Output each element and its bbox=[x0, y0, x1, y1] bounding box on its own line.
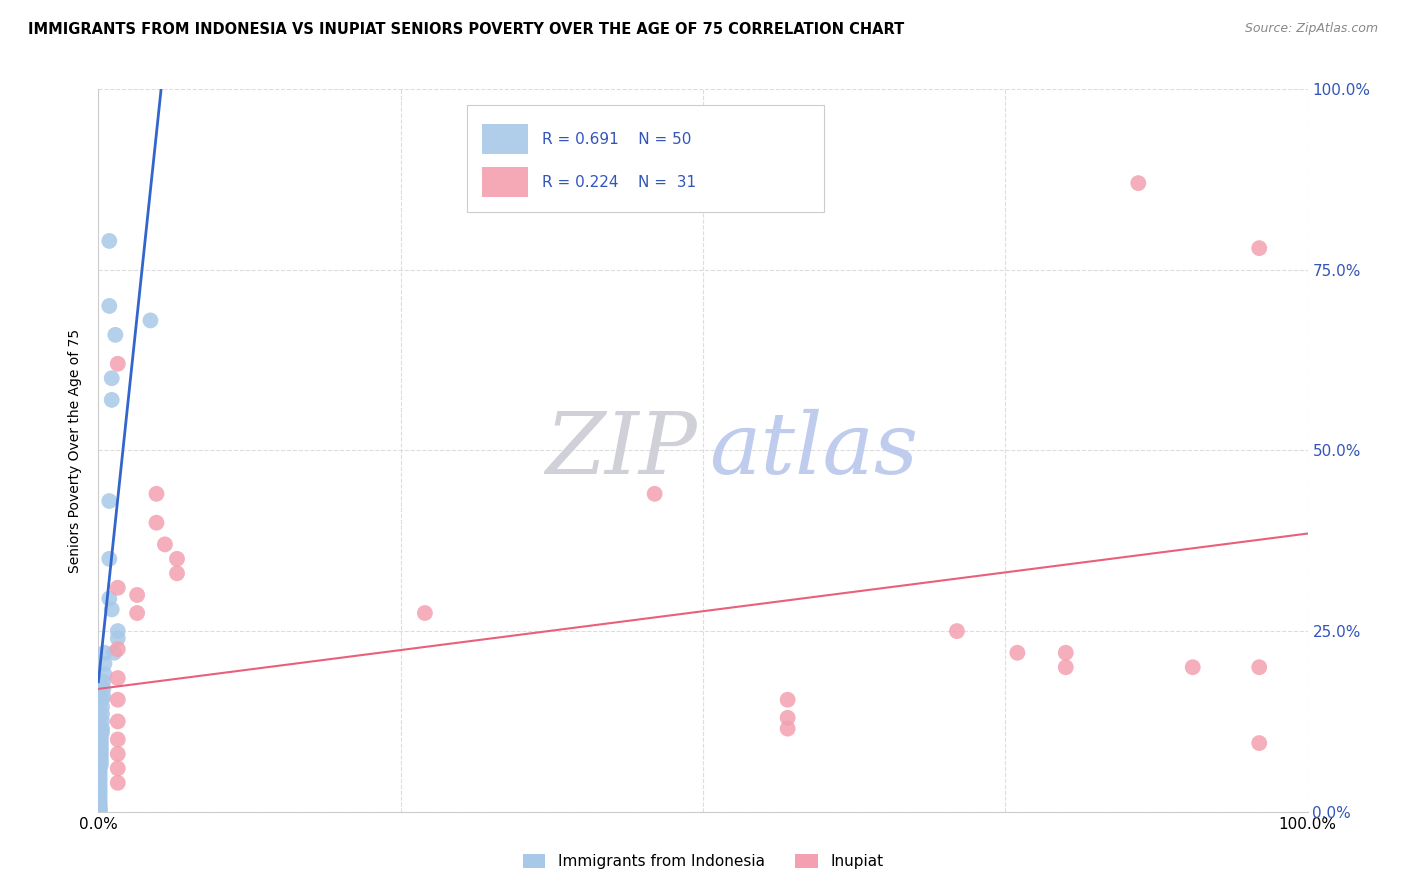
Point bbox=[91, 714, 114, 729]
Point bbox=[98, 551, 121, 566]
Point bbox=[89, 783, 111, 797]
Point bbox=[100, 371, 122, 385]
Point bbox=[1249, 660, 1271, 674]
Point bbox=[90, 747, 112, 761]
Point bbox=[644, 487, 666, 501]
Point bbox=[98, 494, 121, 508]
FancyBboxPatch shape bbox=[467, 105, 824, 212]
Point bbox=[89, 803, 111, 817]
Point bbox=[153, 537, 176, 551]
Point bbox=[107, 671, 129, 685]
Point bbox=[89, 804, 111, 818]
Point bbox=[104, 327, 127, 342]
Point bbox=[89, 780, 111, 794]
Text: R = 0.224    N =  31: R = 0.224 N = 31 bbox=[543, 175, 696, 190]
Point bbox=[91, 689, 114, 703]
Point bbox=[776, 711, 799, 725]
Point bbox=[107, 632, 129, 646]
Point bbox=[145, 516, 167, 530]
Point bbox=[946, 624, 969, 639]
Y-axis label: Seniors Poverty Over the Age of 75: Seniors Poverty Over the Age of 75 bbox=[69, 328, 83, 573]
Point bbox=[91, 700, 114, 714]
Point bbox=[91, 722, 114, 736]
Point bbox=[166, 551, 188, 566]
Text: R = 0.691    N = 50: R = 0.691 N = 50 bbox=[543, 132, 692, 147]
Point bbox=[89, 761, 111, 775]
Point bbox=[89, 794, 111, 808]
Point bbox=[100, 392, 122, 407]
Point bbox=[90, 729, 112, 743]
Point bbox=[89, 769, 111, 783]
Point bbox=[107, 642, 129, 657]
Point bbox=[413, 606, 436, 620]
Point bbox=[100, 602, 122, 616]
Point bbox=[103, 646, 125, 660]
Point bbox=[90, 736, 112, 750]
Point bbox=[776, 722, 799, 736]
Point bbox=[90, 732, 112, 747]
Point bbox=[90, 754, 112, 768]
Point bbox=[1054, 660, 1077, 674]
Point bbox=[89, 764, 111, 779]
Point bbox=[89, 787, 111, 801]
Point bbox=[107, 776, 129, 790]
Point bbox=[127, 606, 149, 620]
Text: IMMIGRANTS FROM INDONESIA VS INUPIAT SENIORS POVERTY OVER THE AGE OF 75 CORRELAT: IMMIGRANTS FROM INDONESIA VS INUPIAT SEN… bbox=[28, 22, 904, 37]
Point bbox=[90, 739, 112, 754]
Point bbox=[1249, 241, 1271, 255]
Point bbox=[107, 357, 129, 371]
Bar bbox=[482, 167, 527, 197]
Point bbox=[98, 234, 121, 248]
Point bbox=[93, 657, 115, 671]
Point bbox=[91, 707, 114, 722]
Point bbox=[139, 313, 162, 327]
Point bbox=[127, 588, 149, 602]
Point bbox=[91, 674, 114, 689]
Point bbox=[89, 776, 111, 790]
Point bbox=[89, 790, 111, 805]
Point bbox=[107, 747, 129, 761]
Legend: Immigrants from Indonesia, Inupiat: Immigrants from Indonesia, Inupiat bbox=[516, 848, 890, 875]
Point bbox=[107, 761, 129, 775]
Point bbox=[89, 799, 111, 814]
Point bbox=[89, 801, 111, 815]
Point bbox=[1181, 660, 1204, 674]
Point bbox=[90, 757, 112, 772]
Point bbox=[107, 692, 129, 706]
Point bbox=[90, 750, 112, 764]
Bar bbox=[482, 124, 527, 154]
Text: Source: ZipAtlas.com: Source: ZipAtlas.com bbox=[1244, 22, 1378, 36]
Point bbox=[89, 772, 111, 787]
Point bbox=[89, 804, 111, 818]
Point bbox=[107, 732, 129, 747]
Text: ZIP: ZIP bbox=[546, 409, 697, 491]
Point bbox=[93, 667, 115, 681]
Point bbox=[107, 581, 129, 595]
Point bbox=[107, 624, 129, 639]
Point bbox=[166, 566, 188, 581]
Point bbox=[98, 299, 121, 313]
Point bbox=[89, 797, 111, 812]
Point bbox=[1007, 646, 1029, 660]
Point bbox=[91, 692, 114, 706]
Point bbox=[1054, 646, 1077, 660]
Point bbox=[776, 692, 799, 706]
Point bbox=[90, 743, 112, 757]
Point bbox=[145, 487, 167, 501]
Point bbox=[98, 591, 121, 606]
Point bbox=[107, 714, 129, 729]
Point bbox=[1128, 176, 1150, 190]
Point bbox=[1249, 736, 1271, 750]
Point bbox=[93, 646, 115, 660]
Point bbox=[91, 681, 114, 696]
Point bbox=[91, 725, 114, 739]
Text: atlas: atlas bbox=[709, 409, 918, 491]
